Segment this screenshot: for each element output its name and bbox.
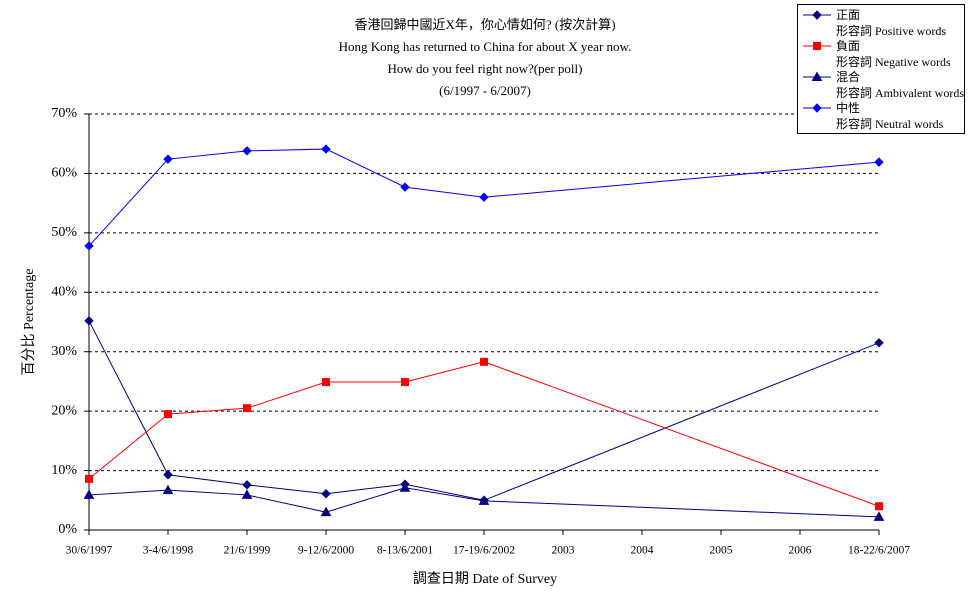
x-tick-label: 2006 xyxy=(789,545,812,557)
legend-label: 負面 形容詞 Negative words xyxy=(836,39,951,69)
y-tick-label: 30% xyxy=(51,344,77,359)
marker xyxy=(812,10,822,20)
chart-subtitle: Hong Kong has returned to China for abou… xyxy=(339,39,632,54)
marker xyxy=(813,42,821,50)
series-line xyxy=(88,320,880,501)
marker xyxy=(811,71,823,81)
y-tick-label: 10% xyxy=(51,463,77,478)
marker xyxy=(874,338,884,348)
marker xyxy=(84,241,94,251)
marker xyxy=(164,410,172,419)
marker xyxy=(242,480,252,490)
x-tick-label: 2004 xyxy=(631,545,654,557)
y-tick-label: 50% xyxy=(51,225,77,240)
y-tick-label: 60% xyxy=(51,166,77,181)
x-axis-label: 調查日期 Date of Survey xyxy=(413,571,557,587)
x-tick-label: 17-19/6/2002 xyxy=(453,545,515,557)
chart-title: 香港回歸中國近X年，你心情如何? (按次計算) xyxy=(354,17,615,32)
chart-subtitle: How do you feel right now?(per poll) xyxy=(388,61,583,76)
chart-subtitle: (6/1997 - 6/2007) xyxy=(439,83,531,98)
marker xyxy=(83,489,95,499)
marker xyxy=(479,192,489,202)
legend: 正面 形容詞 Positive words 負面 形容詞 Negative wor… xyxy=(797,4,965,134)
marker xyxy=(875,502,883,511)
marker xyxy=(85,474,93,483)
marker xyxy=(321,489,331,499)
legend-label: 正面 形容詞 Positive words xyxy=(836,8,947,38)
x-tick-label: 18-22/6/2007 xyxy=(848,545,910,557)
y-tick-label: 70% xyxy=(51,106,77,121)
marker xyxy=(163,470,173,480)
marker xyxy=(322,378,330,387)
x-tick-label: 21/6/1999 xyxy=(224,545,271,557)
marker xyxy=(320,506,332,517)
marker xyxy=(874,157,884,167)
marker xyxy=(401,378,409,387)
x-tick-label: 9-12/6/2000 xyxy=(298,545,354,557)
marker xyxy=(873,511,885,521)
marker xyxy=(321,144,331,154)
legend-markers xyxy=(803,10,831,113)
x-tick-label: 30/6/1997 xyxy=(66,545,113,557)
y-axis-label: 百分比 Percentage xyxy=(21,269,37,376)
y-tick-label: 40% xyxy=(51,285,77,300)
marker xyxy=(242,146,252,156)
x-tick-label: 3-4/6/1998 xyxy=(143,545,194,557)
marker xyxy=(84,316,94,326)
marker xyxy=(399,482,411,492)
marker xyxy=(241,489,253,499)
marker xyxy=(480,357,488,366)
marker xyxy=(162,484,174,495)
marker xyxy=(478,495,490,505)
series-line xyxy=(88,361,880,507)
marker xyxy=(400,182,410,192)
y-tick-label: 20% xyxy=(51,403,77,418)
x-tick-label: 8-13/6/2001 xyxy=(377,545,433,557)
marker xyxy=(243,404,251,413)
y-tick-label: 0% xyxy=(58,522,77,537)
x-tick-label: 2003 xyxy=(552,545,575,557)
marker xyxy=(163,154,173,164)
x-tick-label: 2005 xyxy=(710,545,733,557)
marker xyxy=(812,103,822,113)
legend-label: 中性 形容詞 Neutral words xyxy=(836,101,944,131)
legend-label: 混合 形容詞 Ambivalent words xyxy=(836,70,964,100)
